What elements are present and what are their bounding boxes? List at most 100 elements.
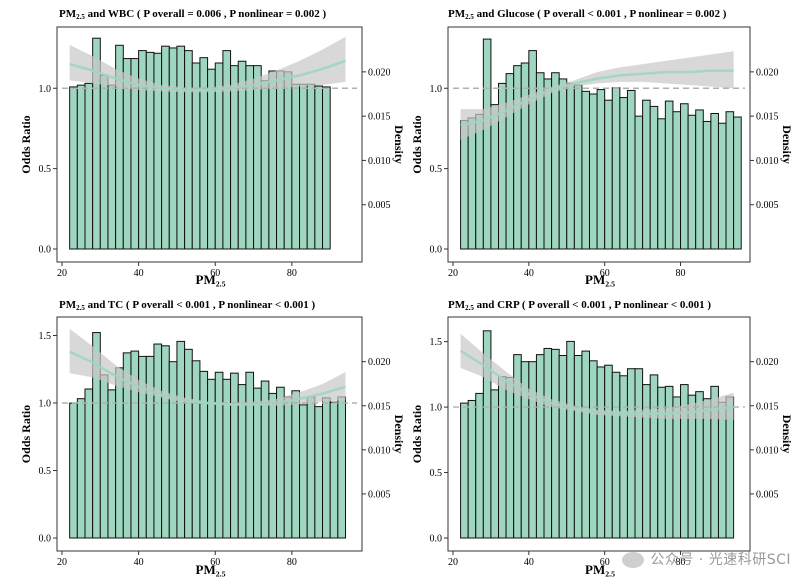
histogram-bar bbox=[490, 104, 500, 250]
density-histogram bbox=[460, 330, 735, 539]
histogram-bar bbox=[322, 397, 331, 539]
histogram-bar bbox=[725, 111, 735, 250]
histogram-bar bbox=[475, 113, 484, 250]
histogram-bar bbox=[460, 120, 469, 250]
x-axis-title: PM2.5 bbox=[585, 562, 615, 578]
histogram-bar bbox=[460, 402, 469, 539]
histogram-bar bbox=[573, 84, 583, 250]
histogram-bar bbox=[322, 86, 331, 250]
histogram-bar bbox=[611, 371, 621, 539]
histogram-bar bbox=[329, 401, 339, 539]
histogram-bar bbox=[543, 78, 553, 250]
density-tick-label: 0.005 bbox=[756, 200, 779, 211]
x-axis-title-sub: 2.5 bbox=[216, 569, 226, 578]
y-tick-label: 1.5 bbox=[430, 337, 443, 348]
histogram-bar bbox=[596, 89, 606, 250]
x-axis-title: PM2.5 bbox=[196, 272, 226, 288]
histogram-bar bbox=[299, 83, 308, 250]
histogram-bar bbox=[161, 45, 170, 250]
histogram-bar bbox=[245, 371, 255, 539]
histogram-bar bbox=[558, 78, 568, 250]
density-tick-label: 0.010 bbox=[756, 445, 779, 456]
histogram-bar bbox=[245, 65, 255, 250]
histogram-bar bbox=[657, 118, 666, 250]
histogram-bar bbox=[589, 360, 598, 539]
histogram-bar bbox=[589, 93, 598, 250]
density-histogram bbox=[69, 332, 347, 539]
histogram-bar bbox=[642, 99, 651, 250]
histogram-bar bbox=[337, 396, 347, 539]
histogram-bar bbox=[498, 376, 507, 539]
panel-title: PM2.5 and Glucose ( P overall < 0.001 , … bbox=[448, 8, 727, 21]
histogram-bar bbox=[76, 84, 86, 250]
histogram-bar bbox=[520, 62, 530, 250]
density-axis-title: Density bbox=[392, 125, 406, 164]
y-tick-label: 0.0 bbox=[39, 245, 52, 256]
y-axis-title: Odds Ratio bbox=[19, 115, 33, 173]
y-tick-label: 1.0 bbox=[430, 403, 443, 414]
plot-frame bbox=[447, 316, 751, 552]
histogram-bar bbox=[276, 70, 285, 250]
x-tick-label: 40 bbox=[134, 268, 144, 279]
watermark-text: 公众号 · 光速科研SCI bbox=[650, 552, 791, 568]
histogram-bar bbox=[222, 50, 232, 250]
histogram-bar bbox=[268, 70, 278, 250]
plot-frame bbox=[447, 26, 751, 263]
density-axis-title: Density bbox=[780, 125, 794, 164]
x-axis-title-main: PM bbox=[196, 562, 216, 577]
y-tick-label: 1.0 bbox=[430, 84, 443, 95]
panel-title-part: and TC ( P overall < 0.001 , P nonlinear… bbox=[85, 299, 316, 311]
density-tick-label: 0.010 bbox=[368, 156, 391, 167]
panel-title-part: 2.5 bbox=[76, 13, 85, 21]
histogram-bar bbox=[687, 114, 697, 250]
histogram-bar bbox=[680, 103, 689, 250]
x-tick-label: 20 bbox=[57, 268, 67, 279]
histogram-bar bbox=[76, 398, 86, 539]
histogram-bar bbox=[69, 86, 78, 250]
histogram-bar bbox=[153, 52, 163, 250]
histogram-bar bbox=[84, 388, 94, 539]
panel-title-part: and WBC ( P overall = 0.006 , P nonlinea… bbox=[85, 8, 327, 20]
panel-title: PM2.5 and TC ( P overall < 0.001 , P non… bbox=[59, 299, 316, 312]
histogram-bar bbox=[253, 65, 262, 250]
density-tick-label: 0.010 bbox=[368, 445, 391, 456]
histogram-bar bbox=[107, 84, 117, 250]
histogram-bar bbox=[626, 89, 636, 250]
histogram-bar bbox=[283, 396, 293, 539]
histogram-bar bbox=[619, 97, 628, 250]
histogram-bar bbox=[733, 116, 742, 250]
histogram-bar bbox=[604, 364, 613, 539]
histogram-bar bbox=[566, 82, 575, 250]
panel-2: 0.0 0.5 1.0 0.005 0.010 0.015 0.020 20 40 60 80 Odd… bbox=[410, 8, 794, 288]
x-tick-label: 40 bbox=[524, 268, 534, 279]
histogram-bar bbox=[672, 111, 682, 250]
histogram-bar bbox=[184, 50, 193, 250]
histogram-bar bbox=[314, 85, 324, 250]
histogram-bar bbox=[581, 90, 591, 250]
y-tick-label: 1.5 bbox=[39, 331, 52, 342]
y-axis-title: Odds Ratio bbox=[410, 405, 424, 463]
y-tick-label: 0.0 bbox=[430, 245, 443, 256]
density-axis-title: Density bbox=[780, 415, 794, 454]
y-tick-label: 0.5 bbox=[430, 164, 443, 175]
histogram-bar bbox=[634, 115, 644, 250]
x-tick-label: 60 bbox=[210, 557, 220, 568]
spline-curve bbox=[69, 59, 346, 92]
histogram-bar bbox=[199, 57, 209, 250]
panel-title-part: PM bbox=[448, 8, 466, 20]
panel-title-part: 2.5 bbox=[465, 13, 474, 21]
histogram-bar bbox=[168, 47, 178, 250]
histogram-bar bbox=[153, 343, 163, 539]
panel-title-part: PM bbox=[59, 8, 77, 20]
histogram-bar bbox=[299, 404, 308, 539]
histogram-bar bbox=[513, 65, 522, 250]
panel-4: 0.0 0.5 1.0 1.5 0.005 0.010 0.015 0.020 20 40 60 80… bbox=[410, 299, 794, 578]
spline-curve bbox=[460, 69, 734, 127]
density-tick-label: 0.005 bbox=[368, 200, 391, 211]
density-tick-label: 0.005 bbox=[368, 489, 391, 500]
histogram-bar bbox=[710, 112, 719, 250]
histogram-bar bbox=[535, 354, 545, 539]
plot-frame bbox=[56, 316, 363, 552]
histogram-bar bbox=[543, 347, 553, 539]
